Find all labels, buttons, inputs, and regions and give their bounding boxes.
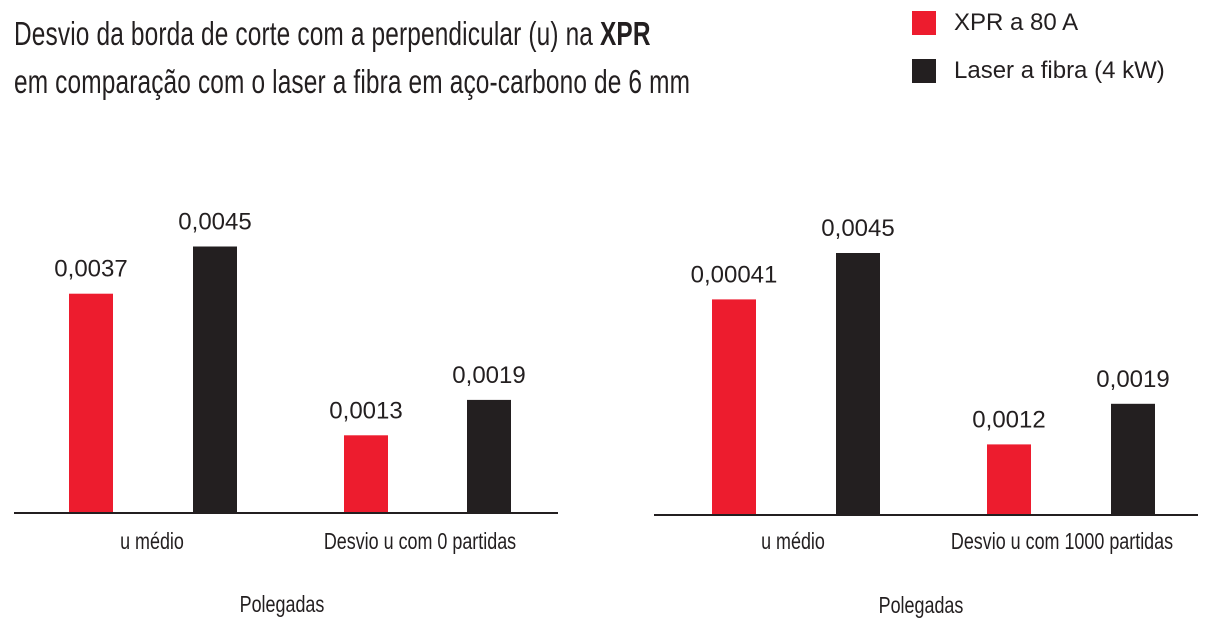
value-label-chart2-laser-cat2: 0,0019: [1096, 366, 1169, 393]
unit-label-chart2: Polegadas: [879, 593, 964, 619]
title-line-1-text: Desvio da borda de corte com a perpendic…: [14, 15, 600, 52]
legend-item-laser: Laser a fibra (4 kW): [912, 56, 1165, 86]
title-brand: XPR: [599, 15, 651, 52]
bar-chart1-xpr-cat1: [69, 293, 113, 512]
category-label-chart2-cat2: Desvio u com 1000 partidas: [951, 529, 1173, 555]
bar-chart1-laser-cat1: [193, 246, 237, 512]
value-label-chart2-laser-cat1: 0,0045: [821, 215, 894, 242]
legend: XPR a 80 A Laser a fibra (4 kW): [912, 8, 1165, 104]
value-label-chart2-xpr-cat2: 0,0012: [972, 406, 1045, 433]
bar-chart2-xpr-cat1: [712, 299, 756, 514]
title-line-1: Desvio da borda de corte com a perpendic…: [14, 10, 690, 58]
value-label-chart1-laser-cat1: 0,0045: [178, 209, 251, 236]
value-label-chart1-laser-cat2: 0,0019: [452, 362, 525, 389]
value-label-chart1-xpr-cat2: 0,0013: [329, 397, 402, 424]
unit-label-chart1: Polegadas: [240, 592, 325, 618]
bar-chart1-xpr-cat2: [344, 435, 388, 512]
legend-label-xpr: XPR a 80 A: [954, 9, 1079, 36]
value-label-chart2-xpr-cat1: 0,00041: [691, 261, 778, 288]
legend-swatch-laser: [912, 59, 936, 83]
category-label-chart1-cat2: Desvio u com 0 partidas: [324, 529, 516, 555]
title-line-2: em comparação com o laser a fibra em aço…: [14, 63, 691, 100]
legend-item-xpr: XPR a 80 A: [912, 8, 1165, 38]
category-label-chart1-cat1: u médio: [120, 529, 184, 555]
bar-chart2-xpr-cat2: [987, 444, 1031, 514]
bar-chart2-laser-cat2: [1111, 403, 1155, 514]
category-label-chart2-cat1: u médio: [761, 529, 825, 555]
bar-chart1-laser-cat2: [467, 399, 511, 512]
bar-chart2-laser-cat1: [836, 253, 880, 514]
legend-swatch-xpr: [912, 11, 936, 35]
value-label-chart1-xpr-cat1: 0,0037: [54, 256, 127, 283]
chart-title: Desvio da borda de corte com a perpendic…: [14, 10, 690, 106]
legend-label-laser: Laser a fibra (4 kW): [954, 57, 1165, 84]
